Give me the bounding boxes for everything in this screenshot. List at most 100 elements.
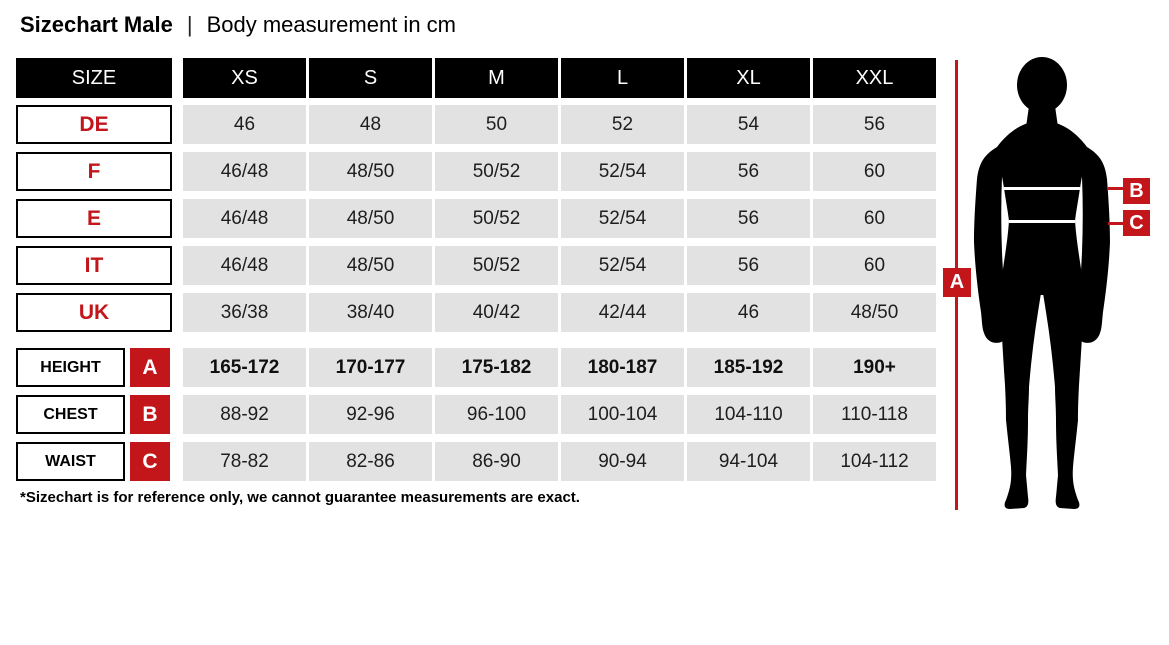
size-value-cell: 52/54 (561, 199, 684, 238)
column-header-size: SIZE (16, 58, 172, 98)
footnote: *Sizechart is for reference only, we can… (20, 489, 580, 506)
measurement-value-cell: 180-187 (561, 348, 684, 387)
size-row: UK 36/38 38/40 40/42 42/44 46 48/50 (16, 293, 939, 332)
size-value-cell: 38/40 (309, 293, 432, 332)
size-value-cell: 48 (309, 105, 432, 144)
chest-line (1004, 187, 1080, 190)
column-header: XXL (813, 58, 936, 98)
size-row: F 46/48 48/50 50/52 52/54 56 60 (16, 152, 939, 191)
measurement-value-cell: 100-104 (561, 395, 684, 434)
size-system-label: F (16, 152, 172, 191)
size-value-cell: 56 (813, 105, 936, 144)
column-header: L (561, 58, 684, 98)
size-value-cell: 50/52 (435, 199, 558, 238)
column-header: XL (687, 58, 810, 98)
measurement-label: CHEST (16, 395, 125, 434)
silhouette-left-arm (974, 147, 1008, 343)
row-label-slot: DE (16, 105, 183, 144)
size-row: IT 46/48 48/50 50/52 52/54 56 60 (16, 246, 939, 285)
measurement-value-cell: 92-96 (309, 395, 432, 434)
size-value-cell: 46 (183, 105, 306, 144)
measurement-marker-badge: B (130, 395, 170, 434)
size-value-cell: 60 (813, 246, 936, 285)
size-value-cell: 48/50 (309, 246, 432, 285)
title-subtitle: Body measurement in cm (206, 12, 456, 37)
size-value-cell: 48/50 (309, 152, 432, 191)
page-title: Sizechart Male | Body measurement in cm (20, 12, 456, 38)
size-value-cell: 52/54 (561, 246, 684, 285)
measurement-marker-badge: C (130, 442, 170, 481)
silhouette-left-leg (1000, 293, 1041, 509)
size-value-cell: 46/48 (183, 246, 306, 285)
column-header: XS (183, 58, 306, 98)
size-value-cell: 56 (687, 246, 810, 285)
marker-b-badge: B (1123, 178, 1150, 204)
size-value-cell: 60 (813, 152, 936, 191)
row-label-slot: E (16, 199, 183, 238)
size-system-label: E (16, 199, 172, 238)
marker-a-badge: A (943, 268, 971, 297)
size-value-cell: 54 (687, 105, 810, 144)
size-row: E 46/48 48/50 50/52 52/54 56 60 (16, 199, 939, 238)
measurement-value-cell: 90-94 (561, 442, 684, 481)
measurement-value-cell: 104-112 (813, 442, 936, 481)
title-main: Sizechart Male (20, 12, 173, 37)
measurement-row: CHEST B 88-92 92-96 96-100 100-104 104-110 110-… (16, 395, 939, 434)
row-label-slot: F (16, 152, 183, 191)
size-value-cell: 46/48 (183, 152, 306, 191)
size-system-label: UK (16, 293, 172, 332)
measurement-value-cell: 94-104 (687, 442, 810, 481)
column-header: M (435, 58, 558, 98)
row-label-slot: HEIGHT A (16, 348, 183, 387)
chest-tick-line (1108, 187, 1123, 190)
measurement-value-cell: 96-100 (435, 395, 558, 434)
measurement-value-cell: 170-177 (309, 348, 432, 387)
column-header: S (309, 58, 432, 98)
measurement-value-cell: 86-90 (435, 442, 558, 481)
silhouette-neck (1026, 99, 1058, 127)
row-label-slot: CHEST B (16, 395, 183, 434)
measurement-value-cell: 175-182 (435, 348, 558, 387)
size-value-cell: 46 (687, 293, 810, 332)
size-value-cell: 50 (435, 105, 558, 144)
size-value-cell: 36/38 (183, 293, 306, 332)
size-value-cell: 48/50 (813, 293, 936, 332)
row-label-slot: UK (16, 293, 183, 332)
size-value-cell: 48/50 (309, 199, 432, 238)
size-row: DE 46 48 50 52 54 56 (16, 105, 939, 144)
measurement-value-cell: 88-92 (183, 395, 306, 434)
measurement-row: HEIGHT A 165-172 170-177 175-182 180-187 185-1… (16, 348, 939, 387)
waist-tick-line (1108, 222, 1123, 225)
size-value-cell: 52/54 (561, 152, 684, 191)
title-separator: | (186, 12, 193, 37)
size-value-cell: 46/48 (183, 199, 306, 238)
measurement-value-cell: 165-172 (183, 348, 306, 387)
row-label-slot: IT (16, 246, 183, 285)
size-value-cell: 52 (561, 105, 684, 144)
size-system-label: IT (16, 246, 172, 285)
silhouette-torso (997, 120, 1087, 295)
measurement-value-cell: 82-86 (309, 442, 432, 481)
silhouette-right-leg (1043, 293, 1084, 509)
measurement-value-cell: 185-192 (687, 348, 810, 387)
row-label-slot: WAIST C (16, 442, 183, 481)
measurement-value-cell: 110-118 (813, 395, 936, 434)
measurement-value-cell: 190+ (813, 348, 936, 387)
size-system-label: DE (16, 105, 172, 144)
size-value-cell: 56 (687, 152, 810, 191)
size-value-cell: 50/52 (435, 152, 558, 191)
silhouette-head (1017, 57, 1067, 113)
size-value-cell: 42/44 (561, 293, 684, 332)
measurement-row: WAIST C 78-82 82-86 86-90 90-94 94-104 104-112 (16, 442, 939, 481)
size-value-cell: 60 (813, 199, 936, 238)
marker-c-badge: C (1123, 210, 1150, 236)
measurement-value-cell: 104-110 (687, 395, 810, 434)
size-value-cell: 56 (687, 199, 810, 238)
table-header-row: SIZE XS S M L XL XXL (16, 58, 939, 98)
silhouette-right-arm (1076, 147, 1110, 343)
measurement-value-cell: 78-82 (183, 442, 306, 481)
body-figure: A B C (940, 50, 1168, 520)
waist-line (1009, 220, 1075, 223)
measurement-marker-badge: A (130, 348, 170, 387)
size-value-cell: 50/52 (435, 246, 558, 285)
